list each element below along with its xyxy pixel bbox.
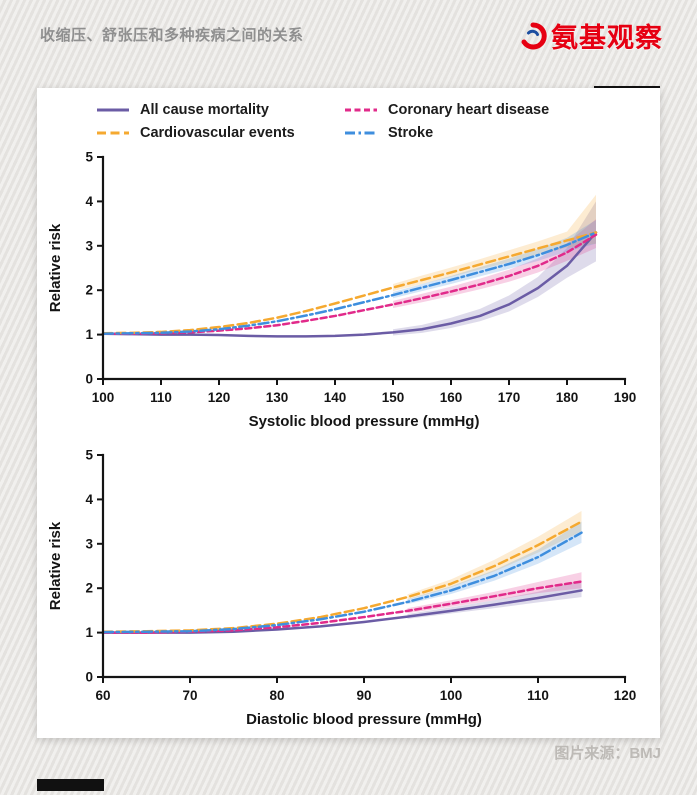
- svg-text:4: 4: [85, 492, 93, 507]
- svg-text:2: 2: [85, 283, 93, 298]
- image-credit: 图片来源：BMJ: [554, 745, 661, 762]
- systolic-blood-pressure-chart: 0 1 2 3 4 5 100 110 120 130 140 150 160 170 180 190 Syst…: [47, 150, 636, 431]
- svg-text:3: 3: [85, 238, 93, 253]
- svg-text:100: 100: [91, 390, 114, 405]
- svg-text:80: 80: [269, 688, 284, 703]
- svg-text:0: 0: [85, 670, 93, 685]
- svg-text:110: 110: [150, 390, 172, 405]
- svg-text:150: 150: [381, 390, 404, 405]
- legend-swatch-line-icon: [345, 108, 377, 112]
- svg-text:140: 140: [323, 390, 346, 405]
- legend-label: Stroke: [388, 125, 434, 141]
- legend-item-coronary-heart-disease: Coronary heart disease: [343, 102, 660, 118]
- svg-text:100: 100: [439, 688, 462, 703]
- legend-swatch-line-icon: [97, 131, 129, 135]
- legend-label: All cause mortality: [140, 102, 269, 118]
- svg-text:60: 60: [95, 688, 110, 703]
- brand-logo: 氨基观察: [519, 16, 663, 55]
- svg-text:Diastolic blood pressure (mmHg: Diastolic blood pressure (mmHg): [246, 711, 482, 728]
- svg-text:120: 120: [207, 390, 230, 405]
- svg-text:5: 5: [85, 150, 93, 165]
- svg-text:90: 90: [356, 688, 371, 703]
- legend-label: Coronary heart disease: [388, 102, 550, 118]
- svg-text:4: 4: [85, 194, 93, 209]
- svg-text:120: 120: [613, 688, 636, 703]
- legend-item-stroke: Stroke: [343, 125, 660, 141]
- svg-text:5: 5: [85, 448, 93, 463]
- svg-text:160: 160: [439, 390, 462, 405]
- brand-swirl-icon: [521, 21, 547, 49]
- legend-swatch-line-icon: [97, 108, 129, 112]
- bottom-left-accent-bar: [37, 779, 104, 791]
- chart-card: All cause mortality Coronary heart disea…: [37, 88, 660, 738]
- svg-text:3: 3: [85, 536, 93, 551]
- svg-text:2: 2: [85, 581, 93, 596]
- legend-item-all-cause-mortality: All cause mortality: [95, 102, 333, 118]
- svg-text:Systolic blood pressure (mmHg): Systolic blood pressure (mmHg): [248, 413, 479, 430]
- legend-swatch-line-icon: [345, 131, 377, 135]
- svg-text:70: 70: [182, 688, 197, 703]
- svg-text:0: 0: [85, 372, 93, 387]
- svg-text:130: 130: [265, 390, 288, 405]
- svg-text:180: 180: [555, 390, 578, 405]
- page-title: 收缩压、舒张压和多种疾病之间的关系: [40, 27, 304, 44]
- svg-text:190: 190: [613, 390, 636, 405]
- svg-text:Relative risk: Relative risk: [47, 521, 64, 610]
- svg-text:170: 170: [497, 390, 520, 405]
- diastolic-blood-pressure-chart: 0 1 2 3 4 5 60 70 80 90 100 110 120 Diastolic blood p…: [47, 448, 636, 729]
- brand-name: 氨基观察: [551, 23, 663, 53]
- chart-legend: All cause mortality Coronary heart disea…: [95, 102, 660, 141]
- svg-text:1: 1: [85, 327, 93, 342]
- svg-text:1: 1: [85, 625, 93, 640]
- svg-text:Relative risk: Relative risk: [47, 223, 64, 312]
- legend-item-cardiovascular-events: Cardiovascular events: [95, 125, 333, 141]
- svg-text:110: 110: [527, 688, 549, 703]
- legend-label: Cardiovascular events: [140, 125, 295, 141]
